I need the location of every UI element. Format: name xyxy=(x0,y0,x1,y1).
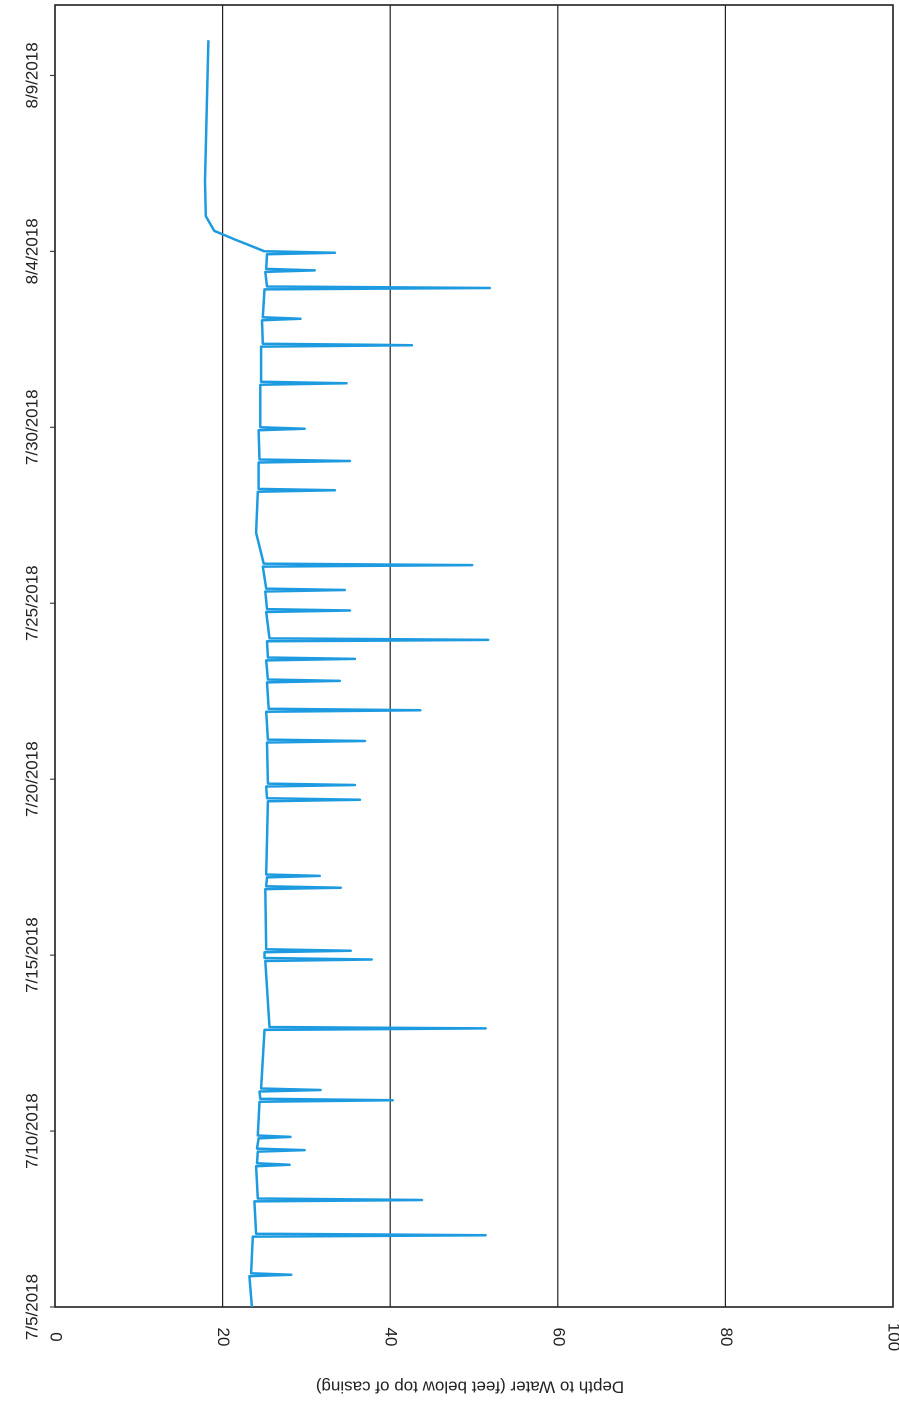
date-tick-label: 8/9/2018 xyxy=(22,42,41,108)
value-tick-label: 80 xyxy=(717,1328,736,1347)
value-tick-label: 40 xyxy=(382,1328,401,1347)
value-tick-label: 100 xyxy=(885,1323,899,1351)
axis-title: Depth to Water (feet below top of casing… xyxy=(316,1378,624,1397)
value-tick-label: 0 xyxy=(47,1332,66,1341)
date-tick-label: 8/4/2018 xyxy=(22,218,41,284)
value-tick-label: 20 xyxy=(214,1328,233,1347)
data-line xyxy=(203,40,492,1308)
date-tick-label: 7/30/2018 xyxy=(22,389,41,465)
value-tick-label: 60 xyxy=(549,1328,568,1347)
date-tick-label: 7/5/2018 xyxy=(22,1274,41,1340)
date-tick-label: 7/20/2018 xyxy=(22,741,41,817)
plot-frame xyxy=(54,4,894,1308)
date-tick-label: 7/25/2018 xyxy=(22,565,41,641)
date-tick-label: 7/15/2018 xyxy=(22,917,41,993)
date-tick-label: 7/10/2018 xyxy=(22,1093,41,1169)
